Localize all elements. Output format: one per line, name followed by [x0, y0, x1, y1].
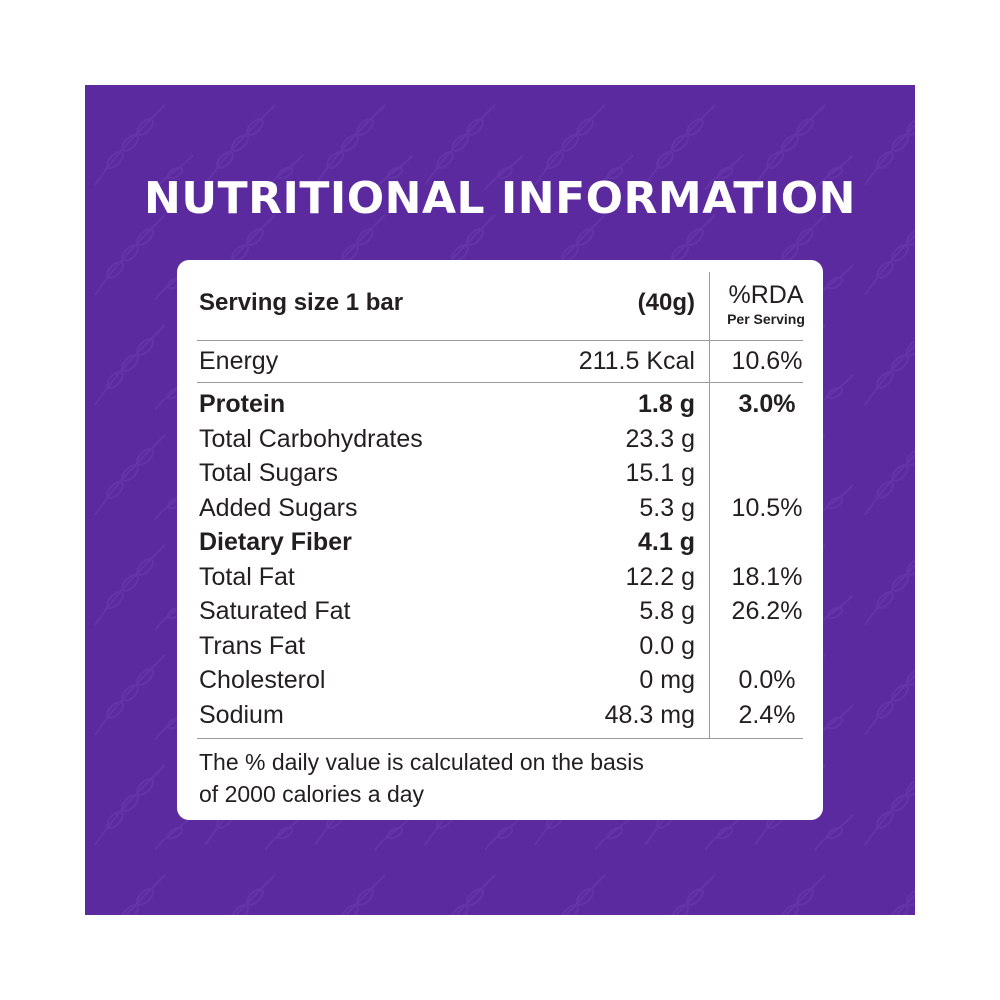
nutrient-label: Total Carbohydrates — [199, 424, 423, 453]
nutrient-amount: 15.1 g — [625, 459, 695, 487]
nutrient-amount: 23.3 g — [625, 424, 695, 453]
nutrient-label: Total Sugars — [199, 459, 338, 487]
nutrient-rda: 2.4% — [738, 700, 796, 729]
page-title: NUTRITIONAL INFORMATION — [144, 173, 856, 224]
header-divider — [197, 340, 803, 341]
rda-sub-label: Per Serving — [727, 311, 805, 327]
nutrient-label: Total Fat — [199, 562, 295, 591]
nutrient-amount: 5.8 g — [639, 597, 695, 625]
nutrient-label: Saturated Fat — [199, 597, 351, 625]
rda-header: %RDA Per Serving — [709, 280, 823, 328]
nutrient-amount: 0.0 g — [639, 631, 695, 660]
nutrient-rda: 18.1% — [731, 562, 803, 591]
table-bottom-divider — [197, 738, 803, 739]
nutrient-amount: 4.1 g — [638, 528, 695, 556]
nutrient-label: Added Sugars — [199, 493, 358, 522]
nutrient-rda: 10.5% — [731, 493, 803, 522]
nutrition-table: Serving size 1 bar (40g) %RDA Per Servin… — [177, 260, 823, 820]
nutrient-label: Dietary Fiber — [199, 528, 352, 556]
nutrient-rda: 0.0% — [738, 666, 796, 694]
energy-rda: 10.6% — [731, 347, 803, 375]
nutrient-amount: 12.2 g — [625, 562, 695, 591]
background-panel: NUTRITIONAL INFORMATION Serving size 1 b… — [85, 85, 915, 915]
nutrient-rda: 26.2% — [731, 597, 803, 625]
serving-size-label: Serving size 1 bar — [199, 289, 404, 316]
nutrient-amount: 48.3 mg — [604, 700, 695, 729]
nutrient-amount: 5.3 g — [639, 493, 695, 522]
rda-label: %RDA — [728, 281, 804, 309]
nutrient-rda: 3.0% — [738, 390, 796, 418]
nutrient-label: Protein — [199, 390, 286, 418]
nutrient-amount: 1.8 g — [638, 390, 695, 418]
footnote-line-1: The % daily value is calculated on the b… — [199, 749, 644, 775]
serving-size-amount: (40g) — [637, 289, 695, 316]
nutrient-amount: 0 mg — [639, 666, 695, 694]
nutrient-label: Trans Fat — [199, 631, 306, 660]
nutrient-label: Cholesterol — [199, 666, 326, 694]
column-divider — [709, 272, 710, 738]
footnote-line-2: of 2000 calories a day — [199, 781, 425, 807]
footnote: The % daily value is calculated on the b… — [199, 746, 644, 810]
energy-divider — [197, 382, 803, 383]
energy-amount: 211.5 Kcal — [578, 347, 695, 375]
nutrient-label: Sodium — [199, 700, 284, 729]
energy-label: Energy — [199, 347, 279, 375]
